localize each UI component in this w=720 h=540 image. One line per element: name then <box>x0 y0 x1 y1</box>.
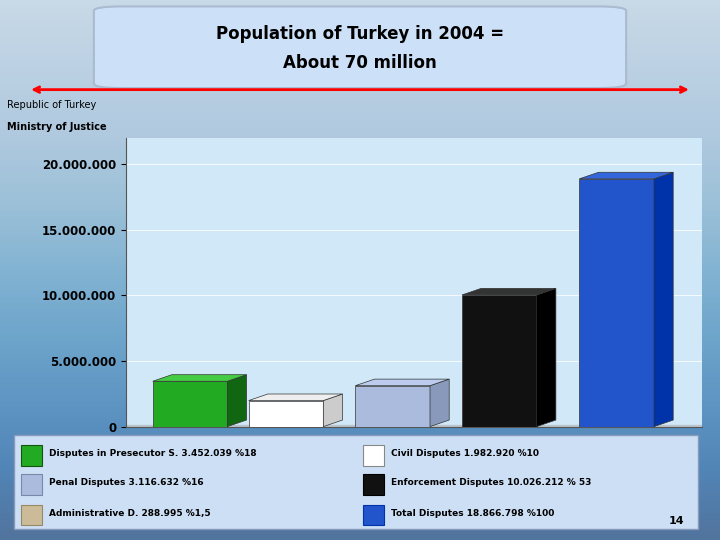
Text: About 70 million: About 70 million <box>283 55 437 72</box>
Text: Republic of Turkey: Republic of Turkey <box>7 100 96 110</box>
Text: Enforcement Disputes 10.026.212 % 53: Enforcement Disputes 10.026.212 % 53 <box>391 478 591 488</box>
Text: Civil Disputes 1.982.920 %10: Civil Disputes 1.982.920 %10 <box>391 449 539 458</box>
FancyBboxPatch shape <box>22 445 42 466</box>
Bar <box>153 381 228 427</box>
X-axis label: Number of disputes in 2004: Number of disputes in 2004 <box>295 435 533 450</box>
Text: Population of Turkey in 2004 =: Population of Turkey in 2004 = <box>216 25 504 43</box>
Text: Disputes in Presecutor S. 3.452.039 %18: Disputes in Presecutor S. 3.452.039 %18 <box>49 449 256 458</box>
FancyBboxPatch shape <box>94 6 626 88</box>
Bar <box>462 295 536 427</box>
Bar <box>356 386 430 427</box>
FancyBboxPatch shape <box>22 475 42 495</box>
Bar <box>248 401 323 427</box>
FancyBboxPatch shape <box>14 435 698 529</box>
Text: Total Disputes 18.866.798 %100: Total Disputes 18.866.798 %100 <box>391 509 554 518</box>
Bar <box>126 426 702 427</box>
Polygon shape <box>323 394 343 427</box>
FancyBboxPatch shape <box>364 445 384 466</box>
Bar <box>580 179 654 427</box>
Polygon shape <box>153 375 246 381</box>
Polygon shape <box>580 172 673 179</box>
Text: Penal Disputes 3.116.632 %16: Penal Disputes 3.116.632 %16 <box>49 478 203 488</box>
Polygon shape <box>654 172 673 427</box>
FancyBboxPatch shape <box>364 504 384 525</box>
Polygon shape <box>536 288 556 427</box>
FancyBboxPatch shape <box>364 475 384 495</box>
Polygon shape <box>356 379 449 386</box>
Text: 14: 14 <box>669 516 685 526</box>
Text: Ministry of Justice: Ministry of Justice <box>7 122 107 132</box>
Text: Administrative D. 288.995 %1,5: Administrative D. 288.995 %1,5 <box>49 509 210 518</box>
Polygon shape <box>430 379 449 427</box>
Polygon shape <box>248 394 343 401</box>
FancyBboxPatch shape <box>22 504 42 525</box>
Polygon shape <box>228 375 246 427</box>
Polygon shape <box>462 288 556 295</box>
